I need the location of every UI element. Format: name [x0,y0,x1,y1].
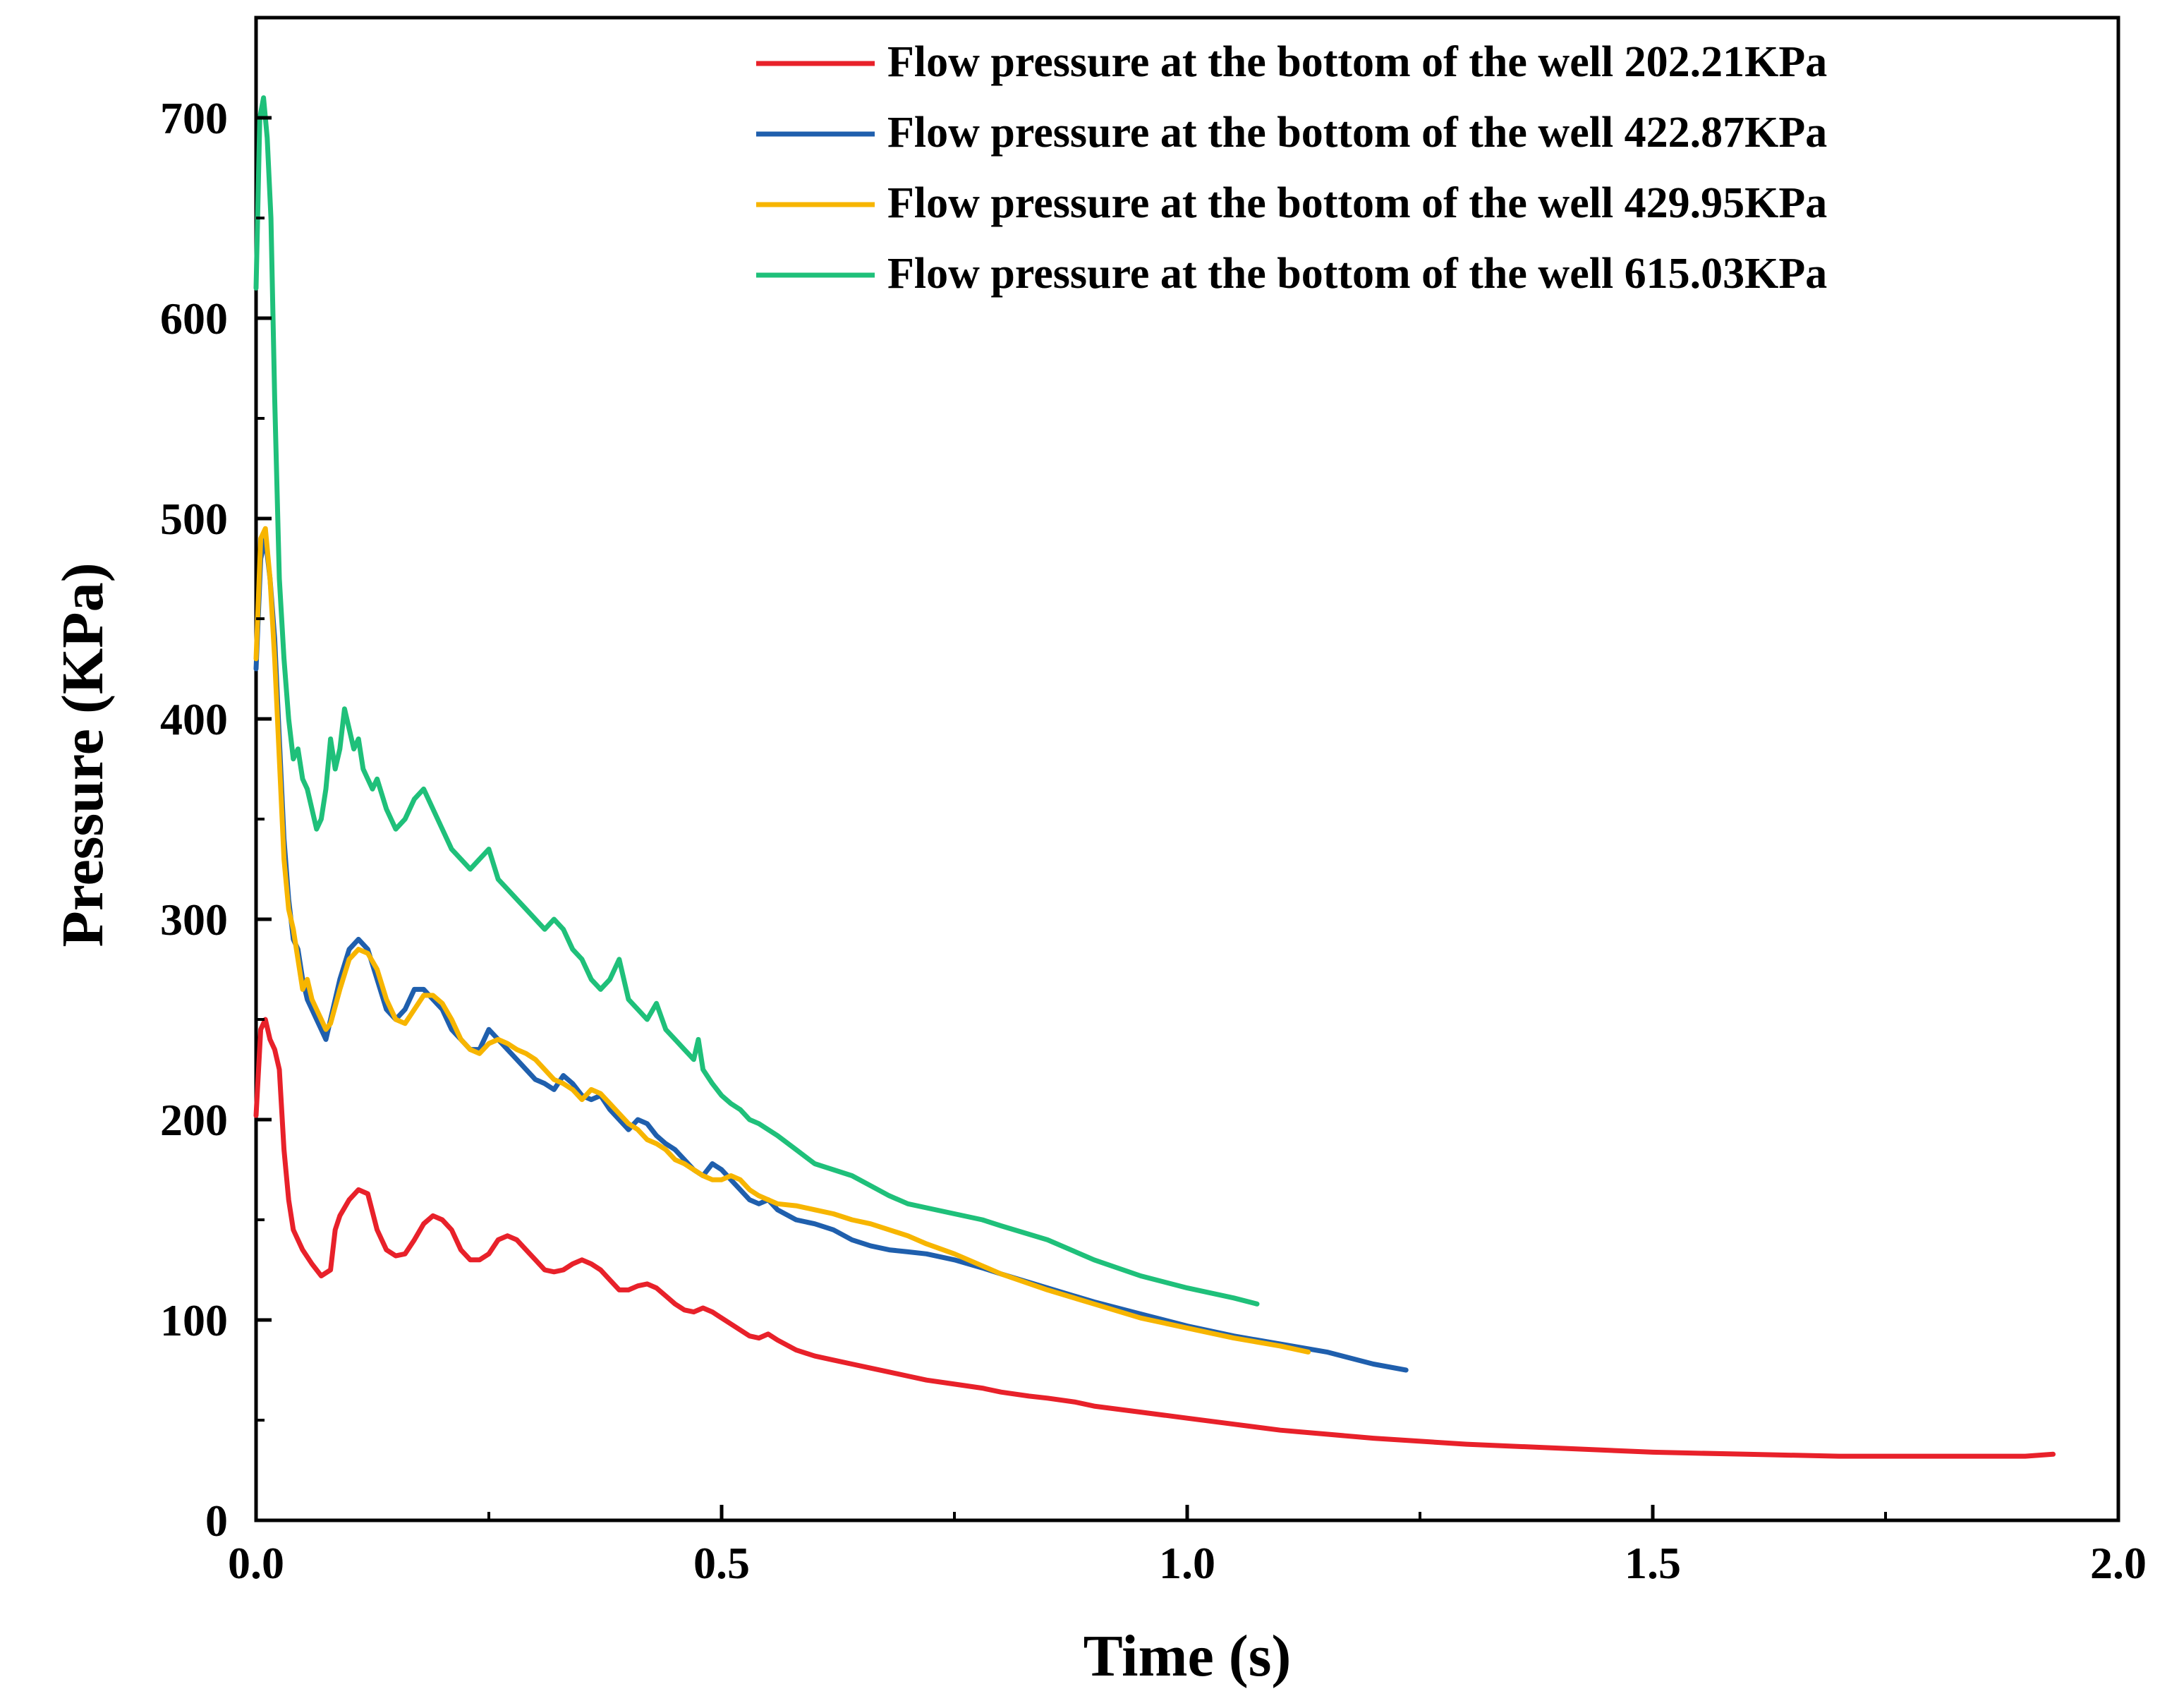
x-tick-label-4: 2.0 [2090,1538,2147,1588]
y-tick-label-2: 200 [160,1095,228,1145]
series-line-3 [253,95,1260,1307]
y-axis: 0 100 200 300 400 500 600 700 [160,93,272,1546]
y-tick-label-7: 700 [160,93,228,143]
x-axis: 0.0 0.5 1.0 1.5 2.0 [228,1505,2147,1588]
y-tick-label-5: 500 [160,494,228,544]
legend-label-2: Flow pressure at the bottom of the well … [887,179,1827,227]
y-tick-label-4: 400 [160,694,228,744]
plot-frame [254,16,2120,1522]
x-axis-title: Time (s) [1084,1623,1292,1689]
x-tick-label-1: 0.5 [693,1538,750,1588]
x-tick-label-0: 0.0 [228,1538,284,1588]
x-tick-label-2: 1.0 [1159,1538,1215,1588]
legend-label-1: Flow pressure at the bottom of the well … [887,109,1827,157]
series-line-0 [253,1017,2056,1459]
y-axis-title: Pressure (KPa) [50,562,116,947]
y-tick-label-1: 100 [160,1295,228,1345]
series-line-2 [253,526,1311,1355]
x-tick-label-3: 1.5 [1625,1538,1681,1588]
y-tick-label-0: 0 [205,1496,228,1546]
series-line-1 [253,535,1409,1373]
series-layer [253,95,2056,1459]
legend-label-0: Flow pressure at the bottom of the well … [887,38,1827,86]
y-tick-label-6: 600 [160,293,228,344]
legend-label-3: Flow pressure at the bottom of the well … [887,250,1827,298]
y-tick-label-3: 300 [160,895,228,945]
legend: Flow pressure at the bottom of the well … [756,38,1827,298]
